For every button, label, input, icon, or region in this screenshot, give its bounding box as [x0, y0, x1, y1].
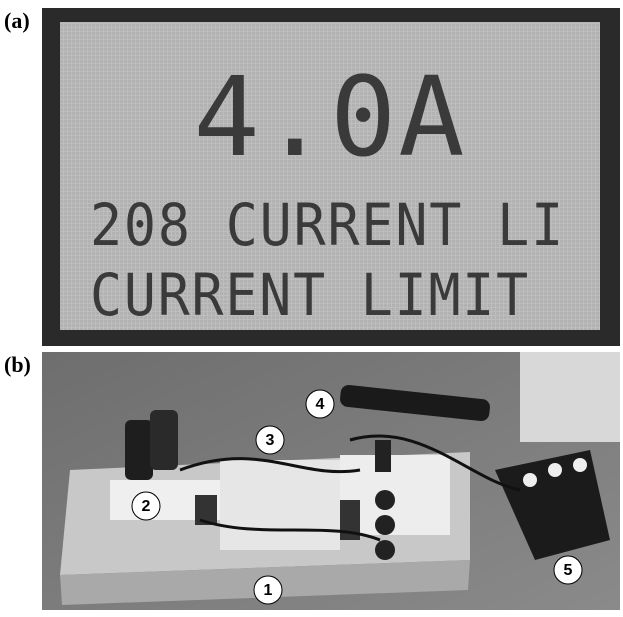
terminal: [573, 458, 587, 472]
inductor: [375, 440, 391, 472]
callout-label: 4: [316, 396, 325, 413]
terminal: [523, 473, 537, 487]
callout-label: 3: [266, 432, 275, 449]
board: [220, 460, 340, 550]
inductor: [375, 540, 395, 560]
lcd-line: 208 CURRENT LI: [90, 191, 565, 259]
terminal: [548, 463, 562, 477]
figure: (a) 4.0A 208 CURRENT LI CURRENT LIMIT (b…: [0, 0, 623, 617]
lcd-line: 4.0A: [194, 53, 467, 181]
callout-label: 1: [264, 582, 273, 599]
callout-label: 2: [142, 498, 151, 515]
capacitor: [125, 420, 153, 480]
inductor: [375, 490, 395, 510]
panel-label: (a): [4, 8, 30, 33]
capacitor: [150, 410, 178, 470]
panel-label: (b): [4, 352, 31, 377]
wall: [520, 352, 620, 442]
inductor: [375, 515, 395, 535]
lcd-line: CURRENT LIMIT: [90, 261, 530, 329]
callout-label: 5: [564, 562, 573, 579]
